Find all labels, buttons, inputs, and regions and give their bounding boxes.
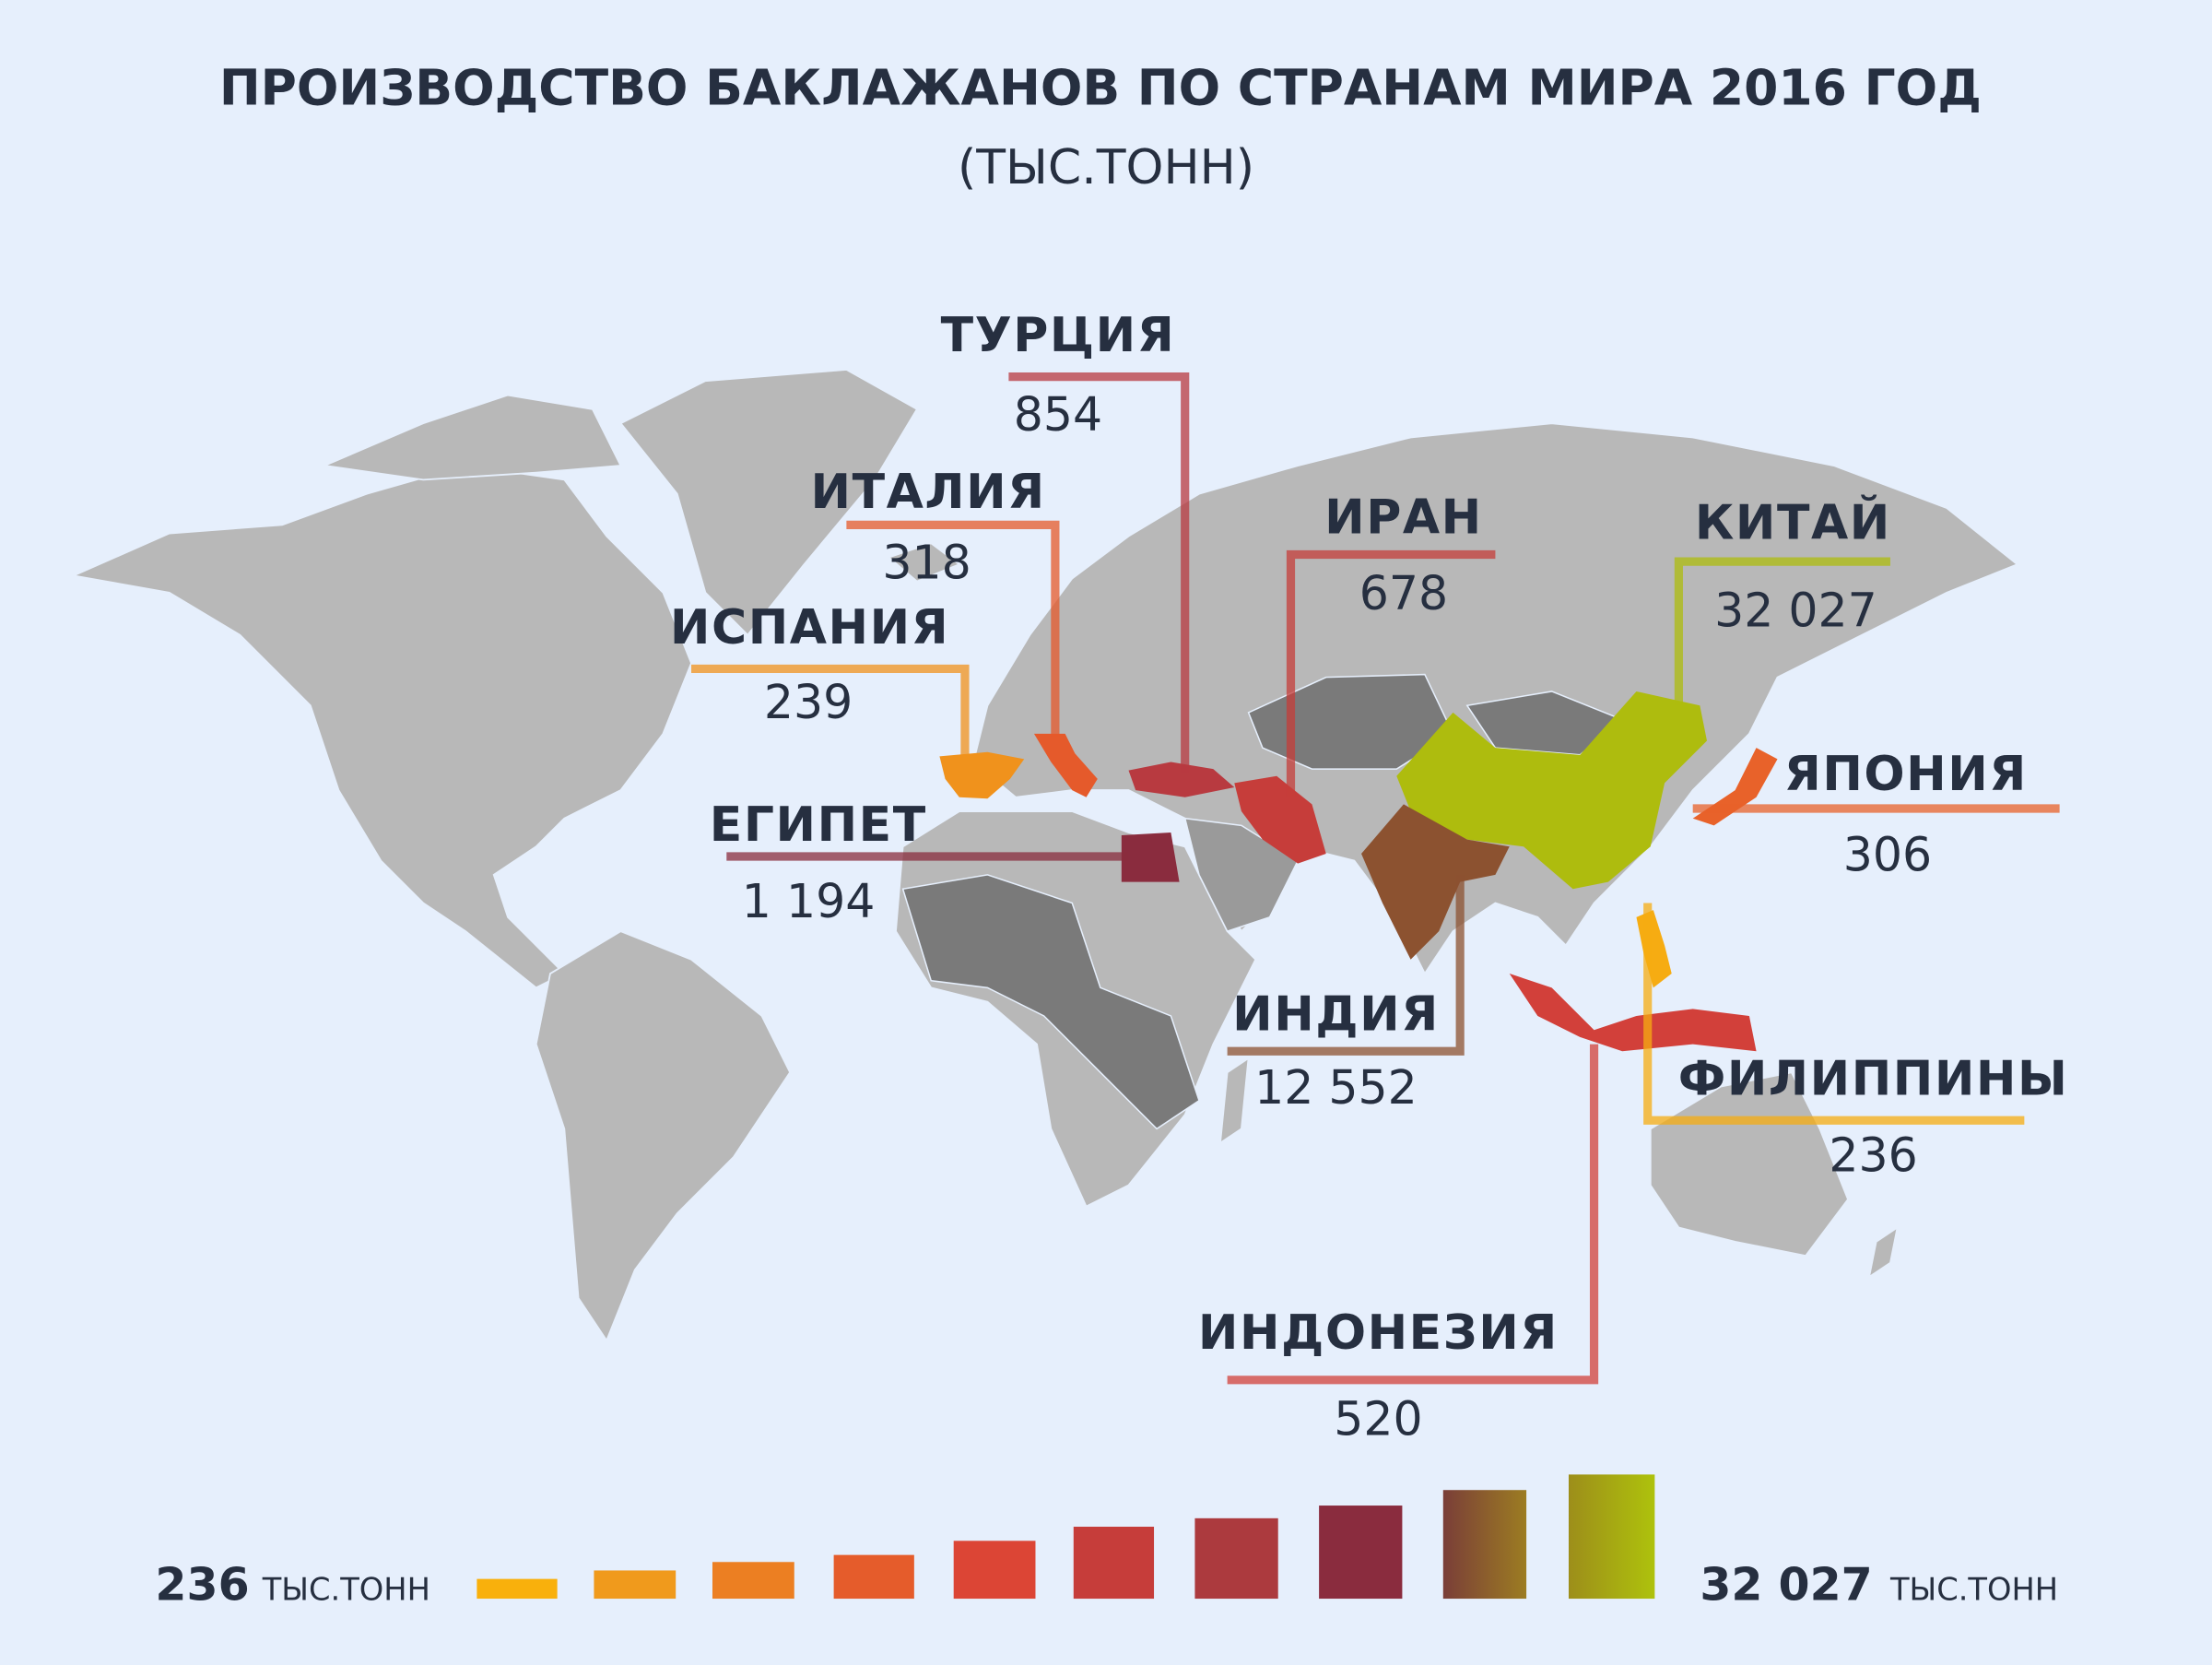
arabia <box>1183 817 1300 933</box>
page-title: ПРОИЗВОДСТВО БАКЛАЖАНОВ ПО СТРАНАМ МИРА … <box>219 58 1982 116</box>
page-subtitle: (ТЫС.ТОНН) <box>958 140 1254 195</box>
value-japan: 306 <box>1843 827 1932 881</box>
leader-lines <box>691 372 2060 1385</box>
legend-bar-6 <box>1073 1527 1155 1600</box>
label-turkey: ТУРЦИЯ <box>941 308 1176 363</box>
leader-italy <box>846 520 1060 737</box>
legend-bar-4 <box>833 1554 914 1600</box>
legend-bar-2 <box>594 1570 677 1600</box>
legend-max-value: 32 027 <box>1700 1559 1872 1612</box>
label-indonesia: ИНДОНЕЗИЯ <box>1198 1305 1559 1361</box>
legend-max-unit: ТЫС.ТОНН <box>1889 1572 2058 1608</box>
value-india: 12 552 <box>1254 1060 1418 1115</box>
country-turkey <box>1128 762 1235 797</box>
value-spain: 239 <box>764 675 853 729</box>
label-spain: ИСПАНИЯ <box>670 600 949 655</box>
legend-min-unit: ТЫС.ТОНН <box>262 1572 430 1608</box>
leader-philippines <box>1643 903 2025 1125</box>
label-philippines: ФИЛИППИНЫ <box>1678 1052 2069 1107</box>
value-italy: 318 <box>882 536 971 590</box>
greenland <box>619 369 919 637</box>
leader-turkey <box>1008 372 1190 773</box>
legend-bar-9 <box>1442 1490 1527 1600</box>
country-china <box>1396 691 1707 890</box>
value-philippines: 236 <box>1829 1128 1917 1182</box>
country-labels: ТУРЦИЯ 854 ИТАЛИЯ 318 ИСПАНИЯ 239 ЕГИПЕТ… <box>670 308 2069 1447</box>
value-turkey: 854 <box>1014 387 1102 442</box>
country-indonesia <box>1509 974 1757 1052</box>
new-zealand <box>1867 1225 1899 1280</box>
iceland <box>887 542 961 583</box>
legend-bar-3 <box>712 1562 794 1600</box>
legend: 236 ТЫС.ТОНН 32 027 ТЫС.ТОНН <box>155 1474 2058 1612</box>
label-iran: ИРАН <box>1324 490 1483 546</box>
country-italy <box>1033 733 1098 797</box>
legend-bar-8 <box>1319 1506 1403 1600</box>
leader-indonesia <box>1227 1044 1599 1385</box>
country-india <box>1361 804 1510 960</box>
leader-china <box>1674 557 1890 706</box>
label-japan: ЯПОНИЯ <box>1784 747 2028 802</box>
south-america <box>535 930 792 1342</box>
leader-spain <box>691 664 970 762</box>
country-iran <box>1234 775 1326 864</box>
legend-bar-5 <box>953 1541 1036 1600</box>
leader-iran <box>1286 549 1496 797</box>
north-america <box>70 465 693 989</box>
africa-dark-region <box>901 874 1200 1130</box>
label-india: ИНДИЯ <box>1232 986 1440 1042</box>
label-egypt: ЕГИПЕТ <box>710 797 927 853</box>
value-china: 32 027 <box>1714 584 1877 638</box>
canada-islands <box>321 394 622 481</box>
label-china: КИТАЙ <box>1695 495 1891 551</box>
madagascar <box>1218 1057 1250 1145</box>
country-egypt <box>1121 832 1180 882</box>
value-indonesia: 520 <box>1334 1392 1422 1447</box>
label-italy: ИТАЛИЯ <box>811 465 1046 520</box>
value-iran: 678 <box>1359 566 1448 620</box>
legend-bar-10 <box>1569 1474 1655 1600</box>
value-egypt: 1 194 <box>742 874 876 928</box>
country-spain <box>939 751 1025 799</box>
legend-bar-7 <box>1194 1517 1278 1600</box>
legend-min-value: 236 <box>155 1559 249 1612</box>
country-philippines <box>1636 910 1672 988</box>
legend-bar-1 <box>477 1578 558 1600</box>
leader-india <box>1227 874 1465 1056</box>
